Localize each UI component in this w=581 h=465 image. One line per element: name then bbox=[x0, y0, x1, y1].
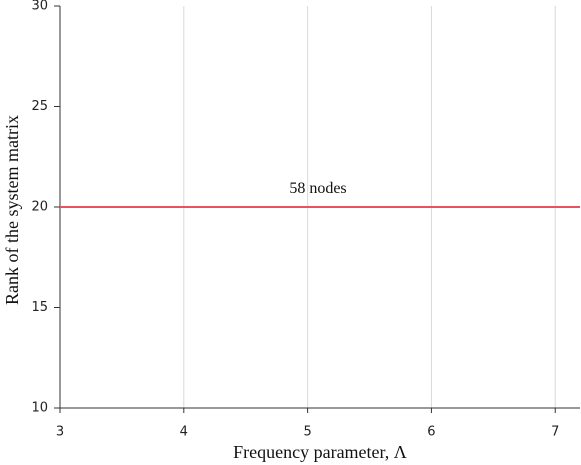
x-tick-label: 7 bbox=[551, 425, 559, 440]
y-tick-label: 15 bbox=[31, 300, 48, 315]
y-tick-label: 25 bbox=[31, 99, 48, 114]
x-tick-label: 3 bbox=[56, 425, 64, 440]
y-tick-label: 30 bbox=[31, 0, 48, 14]
x-tick-label: 6 bbox=[427, 425, 435, 440]
y-tick-label: 10 bbox=[31, 401, 48, 416]
y-axis-label: Rank of the system matrix bbox=[2, 115, 22, 305]
y-tick-label: 20 bbox=[31, 200, 48, 215]
series-label: 58 nodes bbox=[289, 180, 346, 197]
x-tick-label: 4 bbox=[180, 425, 188, 440]
x-tick-label: 5 bbox=[303, 425, 311, 440]
x-axis-label: Frequency parameter, Λ bbox=[233, 442, 407, 462]
